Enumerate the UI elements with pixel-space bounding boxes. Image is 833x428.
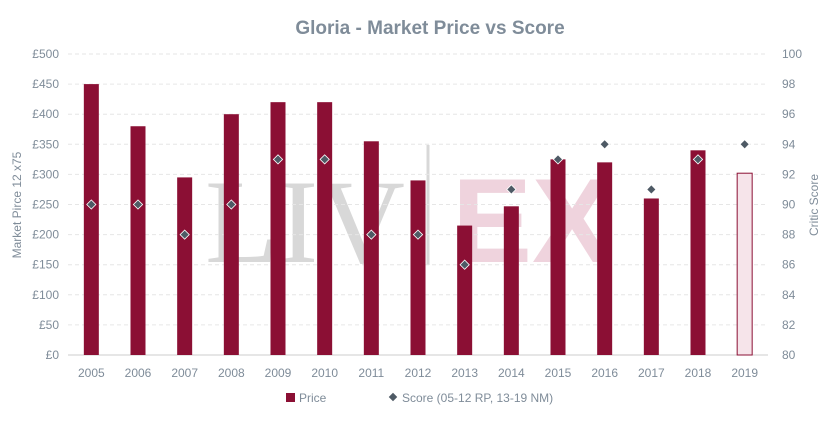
price-bar — [457, 225, 473, 355]
y2-tick-label: 90 — [782, 198, 796, 212]
price-bars — [83, 84, 753, 356]
x-tick-label: 2013 — [451, 366, 478, 380]
y-tick-label: £500 — [32, 47, 59, 61]
y2-tick-label: 92 — [782, 167, 796, 181]
price-bar — [410, 180, 426, 355]
score-marker — [412, 229, 424, 240]
price-bar — [597, 162, 613, 355]
score-markers — [86, 139, 750, 270]
y-tick-label: £350 — [32, 137, 59, 151]
score-marker — [599, 139, 610, 150]
y2-tick-label: 94 — [782, 137, 796, 151]
y2-tick-label: 84 — [782, 288, 796, 302]
x-tick-label: 2007 — [171, 366, 198, 380]
price-bar — [270, 102, 286, 355]
x-tick-label: 2006 — [125, 366, 152, 380]
price-bar — [643, 198, 659, 355]
right-axis-label: Critic Score — [807, 174, 821, 236]
x-axis-ticks: 2005 2006 2007 2008 2009 2010 2011 2012 2013 2014… — [78, 366, 758, 380]
price-bar — [550, 159, 566, 355]
y-tick-label: £450 — [32, 77, 59, 91]
score-marker — [179, 229, 190, 240]
y-tick-label: £50 — [39, 318, 59, 332]
price-bar — [177, 177, 193, 355]
y-tick-label: £150 — [32, 258, 59, 272]
y2-tick-label: 96 — [782, 107, 796, 121]
x-tick-label: 2008 — [218, 366, 245, 380]
score-marker — [366, 229, 377, 240]
x-tick-label: 2012 — [405, 366, 432, 380]
chart-title: Gloria - Market Price vs Score — [295, 18, 564, 39]
y-tick-label: £300 — [32, 167, 59, 181]
y2-tick-label: 88 — [782, 228, 796, 242]
right-axis-ticks: 80 82 84 86 88 90 92 94 96 98 100 — [782, 47, 802, 362]
legend: Price Score (05-12 RP, 13-19 NM) — [286, 391, 553, 405]
score-marker — [552, 154, 564, 165]
y-tick-label: £400 — [32, 107, 59, 121]
y-tick-label: £200 — [32, 228, 59, 242]
score-marker — [226, 199, 237, 210]
score-marker — [459, 259, 470, 270]
price-bar — [317, 102, 333, 355]
y2-tick-label: 80 — [782, 348, 796, 362]
price-bar — [503, 206, 519, 355]
price-bar — [690, 150, 706, 355]
score-marker — [692, 154, 704, 165]
x-tick-label: 2005 — [78, 366, 105, 380]
price-bar — [223, 114, 239, 355]
left-axis-label: Market Pirce 12 x75 — [10, 151, 24, 258]
x-tick-label: 2019 — [731, 366, 758, 380]
x-tick-label: 2011 — [358, 366, 384, 380]
x-tick-label: 2010 — [311, 366, 338, 380]
x-tick-label: 2009 — [265, 366, 292, 380]
y2-tick-label: 86 — [782, 258, 796, 272]
score-marker — [132, 199, 144, 210]
y2-tick-label: 100 — [782, 47, 802, 61]
x-tick-label: 2016 — [591, 366, 618, 380]
price-bar — [363, 141, 379, 355]
y-tick-label: £0 — [46, 348, 60, 362]
left-axis-ticks: £0 £50 £100 £150 £200 £250 £300 £350 £400 £450 £50… — [32, 47, 59, 362]
y2-tick-label: 98 — [782, 77, 796, 91]
x-tick-label: 2017 — [638, 366, 665, 380]
x-tick-label: 2015 — [545, 366, 572, 380]
legend-score-swatch — [388, 392, 398, 402]
y2-tick-label: 82 — [782, 318, 796, 332]
legend-price-label: Price — [299, 391, 327, 405]
score-marker — [319, 154, 330, 165]
y-tick-label: £100 — [32, 288, 59, 302]
y-tick-label: £250 — [32, 198, 59, 212]
score-marker — [272, 154, 284, 165]
score-marker — [506, 184, 517, 195]
legend-price-swatch — [286, 393, 295, 402]
price-bar — [130, 126, 146, 356]
score-marker — [86, 199, 97, 210]
score-marker — [646, 184, 657, 195]
price-bar — [736, 172, 753, 356]
x-tick-label: 2014 — [498, 366, 525, 380]
x-tick-label: 2018 — [685, 366, 712, 380]
watermark-ex: EX — [452, 154, 612, 288]
score-marker — [739, 139, 750, 150]
price-bar — [83, 84, 99, 355]
legend-score-label: Score (05-12 RP, 13-19 NM) — [402, 391, 553, 405]
